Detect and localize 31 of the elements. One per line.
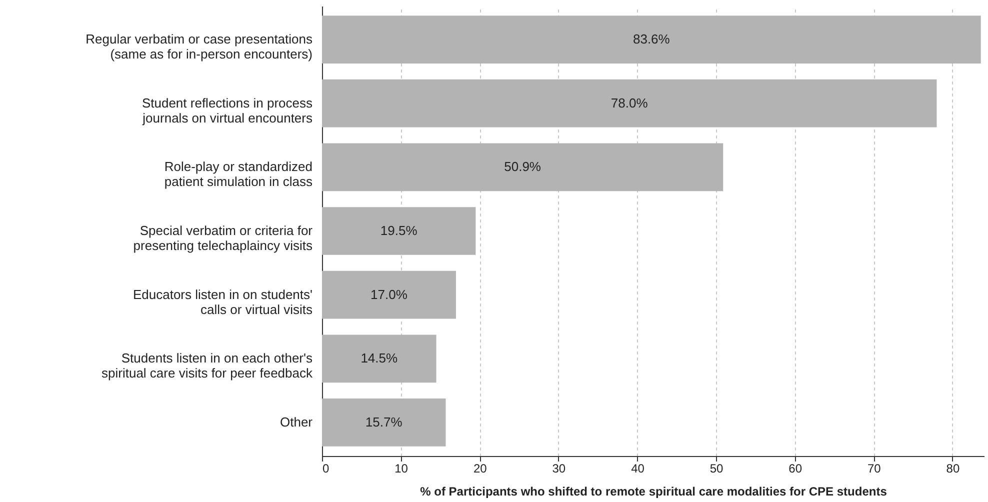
data-label: 83.6% bbox=[632, 32, 670, 47]
data-label: 19.5% bbox=[380, 223, 418, 238]
x-tick-label: 30 bbox=[552, 462, 566, 476]
x-tick-label: 80 bbox=[946, 462, 960, 476]
data-label: 14.5% bbox=[360, 350, 398, 366]
x-tick-label: 10 bbox=[394, 462, 408, 476]
data-label: 15.7% bbox=[365, 414, 403, 430]
y-tick-label: Special verbatim or criteria for presenting telechaplaincy visits bbox=[133, 223, 314, 253]
x-axis-title: % of Participants who shifted to remote spiritual care modalities for CPE students bbox=[420, 484, 888, 498]
bar bbox=[322, 398, 446, 446]
bar bbox=[322, 334, 436, 383]
data-label: 17.0% bbox=[370, 286, 408, 302]
y-tick-label: Educators listen in on students' calls or virtual visits bbox=[132, 286, 313, 317]
bar bbox=[322, 143, 724, 192]
bar bbox=[322, 79, 937, 128]
x-tick-label: 20 bbox=[473, 462, 488, 476]
data-label: 50.9% bbox=[504, 159, 542, 174]
x-tick-label: 50 bbox=[710, 462, 724, 476]
x-tick-label: 0 bbox=[322, 462, 330, 476]
bar bbox=[322, 207, 476, 255]
data-label: 78.0% bbox=[610, 95, 648, 110]
y-tick-label: Role-play or standardized patient simulation in class bbox=[164, 159, 313, 190]
bar bbox=[322, 16, 981, 64]
y-tick-label: Student reflections in process journals on virtual encounters bbox=[142, 95, 313, 126]
x-tick-label: 70 bbox=[867, 462, 882, 476]
y-tick-label: Students listen in on each other's spiritual care visits for peer feedback bbox=[102, 350, 313, 381]
y-tick-label: Other bbox=[280, 414, 314, 430]
x-tick-label: 40 bbox=[631, 462, 645, 476]
y-tick-label: Regular verbatim or case presentations (same as for in-person encounters) bbox=[86, 32, 313, 62]
bar bbox=[322, 270, 456, 319]
x-tick-label: 60 bbox=[788, 462, 802, 476]
